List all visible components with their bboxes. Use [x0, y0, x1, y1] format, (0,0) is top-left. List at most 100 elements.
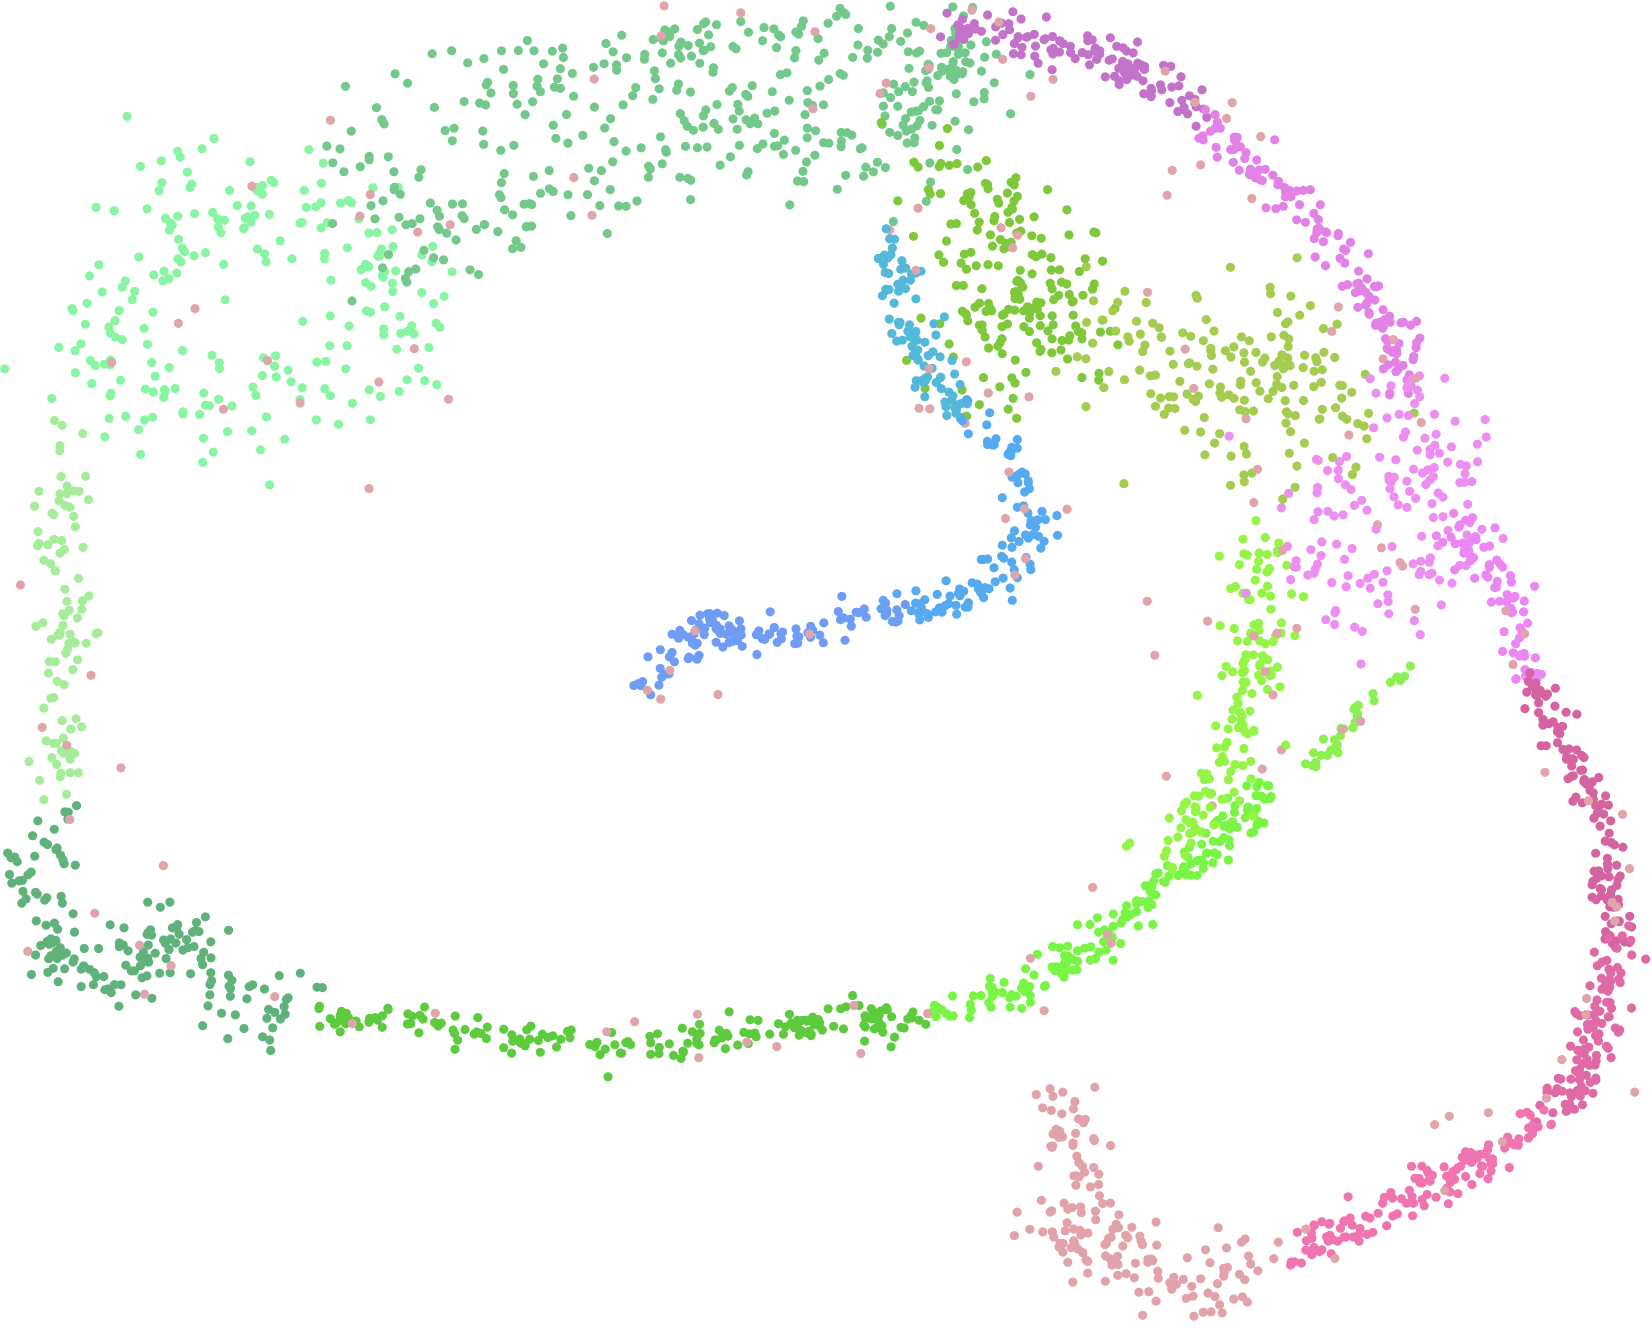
scatter-point — [733, 1040, 743, 1050]
scatter-point — [654, 1042, 664, 1052]
scatter-point — [951, 89, 961, 99]
scatter-point — [62, 481, 72, 491]
scatter-point — [1256, 791, 1266, 801]
scatter-point — [823, 18, 833, 28]
scatter-point — [1602, 997, 1612, 1007]
scatter-point — [919, 20, 929, 30]
scatter-point — [481, 100, 491, 110]
scatter-point — [427, 49, 437, 59]
scatter-point — [195, 409, 205, 419]
scatter-point — [1317, 365, 1327, 375]
scatter-point — [1025, 1224, 1035, 1234]
scatter-point — [1393, 500, 1403, 510]
scatter-point — [1363, 573, 1373, 583]
scatter-point — [588, 62, 599, 72]
scatter-point — [1263, 394, 1273, 404]
scatter-point — [493, 227, 503, 237]
scatter-point — [894, 286, 904, 296]
scatter-point — [840, 635, 850, 645]
scatter-point — [79, 943, 89, 954]
scatter-point — [60, 584, 70, 594]
scatter-point — [1113, 1270, 1123, 1280]
scatter-point — [661, 145, 671, 155]
scatter-point — [1135, 365, 1145, 375]
scatter-point — [1558, 721, 1568, 732]
scatter-point — [1200, 450, 1210, 460]
scatter-point — [1211, 721, 1221, 731]
scatter-point — [62, 740, 72, 750]
scatter-point — [245, 157, 255, 167]
scatter-point — [187, 927, 198, 937]
scatter-point — [1045, 1207, 1055, 1217]
scatter-point — [1450, 416, 1460, 426]
scatter-point — [347, 296, 357, 306]
scatter-point — [599, 59, 609, 69]
scatter-point — [1036, 1195, 1046, 1205]
scatter-point — [1246, 828, 1256, 838]
scatter-point — [460, 1024, 470, 1035]
scatter-point — [78, 429, 88, 439]
scatter-point — [889, 79, 899, 89]
scatter-point — [1490, 523, 1500, 533]
scatter-point — [262, 1013, 272, 1023]
scatter-point — [1272, 662, 1282, 672]
scatter-point — [1455, 459, 1466, 469]
scatter-point — [63, 807, 73, 817]
scatter-point — [1602, 859, 1613, 869]
scatter-point — [1469, 553, 1479, 563]
scatter-point — [39, 795, 49, 805]
scatter-point — [1138, 76, 1148, 86]
scatter-point — [884, 31, 894, 42]
scatter-point — [82, 298, 92, 308]
scatter-point — [189, 251, 199, 261]
scatter-point — [1200, 786, 1211, 797]
scatter-point — [69, 927, 80, 937]
scatter-point — [330, 1019, 340, 1029]
scatter-point — [430, 1008, 440, 1018]
scatter-point — [692, 1009, 703, 1019]
scatter-point — [260, 249, 270, 259]
scatter-point — [957, 416, 968, 426]
scatter-point — [1318, 323, 1328, 334]
scatter-point — [698, 122, 708, 132]
scatter-point — [1383, 590, 1393, 600]
scatter-point — [315, 1021, 325, 1031]
scatter-point — [432, 380, 442, 390]
scatter-point — [976, 990, 986, 1001]
scatter-point — [387, 225, 397, 235]
scatter-point — [1156, 393, 1166, 403]
scatter-point — [342, 243, 352, 253]
scatter-point — [1325, 1218, 1335, 1228]
scatter-point — [589, 176, 600, 186]
scatter-point — [1408, 1211, 1418, 1221]
scatter-point — [1142, 596, 1152, 606]
scatter-point — [712, 608, 722, 618]
scatter-point — [57, 420, 67, 430]
scatter-point — [925, 404, 935, 414]
scatter-point — [602, 228, 612, 239]
scatter-point — [694, 1053, 704, 1063]
scatter-point — [1254, 548, 1264, 558]
scatter-point — [1252, 820, 1262, 830]
scatter-point — [428, 241, 438, 251]
scatter-point — [1038, 1103, 1048, 1113]
scatter-point — [156, 156, 166, 166]
scatter-point — [838, 613, 849, 623]
scatter-point — [143, 897, 153, 907]
scatter-point — [266, 175, 276, 185]
scatter-point — [992, 194, 1002, 204]
scatter-point — [32, 541, 43, 551]
scatter-point — [977, 320, 987, 330]
scatter-point — [208, 447, 218, 457]
scatter-point — [1099, 937, 1109, 947]
scatter-point — [1382, 566, 1392, 576]
scatter-point — [1542, 1083, 1552, 1093]
scatter-point — [1492, 576, 1502, 587]
scatter-point — [551, 133, 561, 143]
scatter-point — [566, 211, 576, 221]
scatter-point — [37, 722, 47, 733]
scatter-point — [1088, 882, 1098, 893]
scatter-point — [677, 1023, 687, 1033]
scatter-point — [555, 83, 566, 93]
